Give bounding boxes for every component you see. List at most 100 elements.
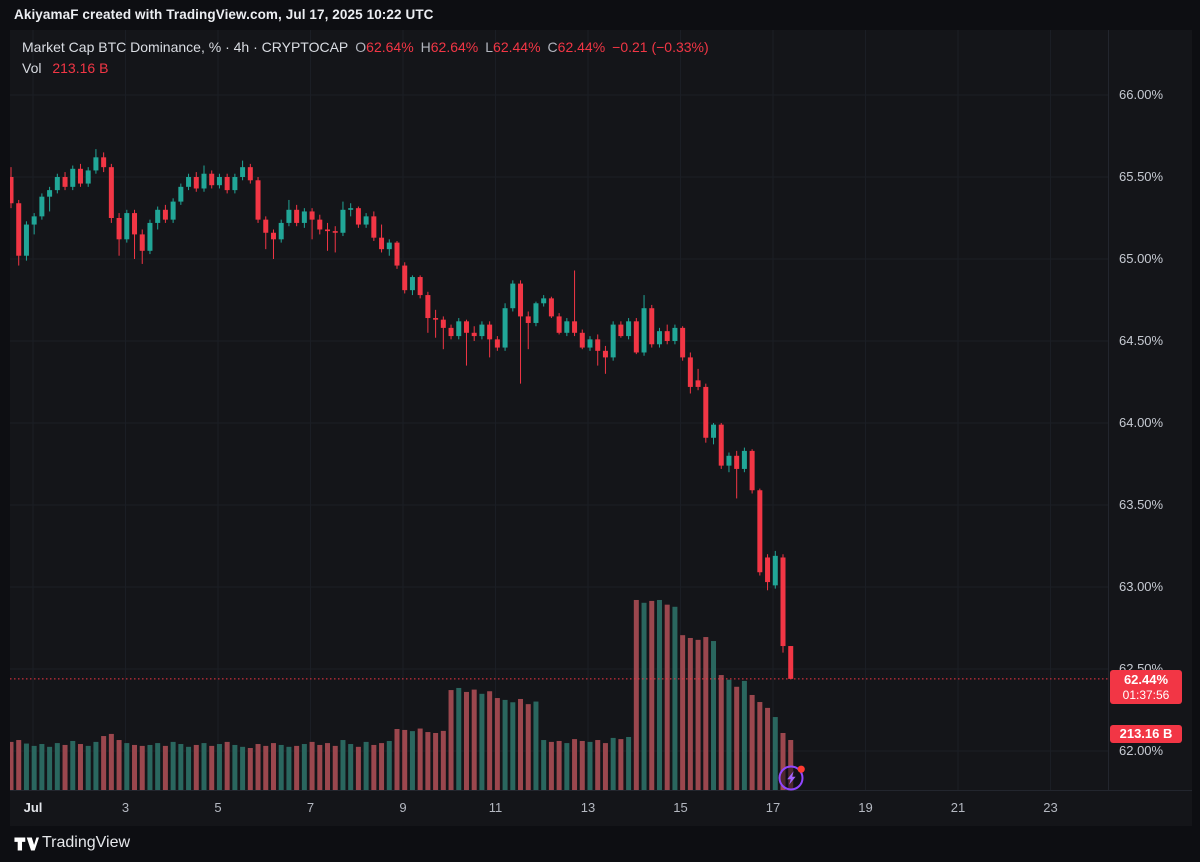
candle (186, 177, 192, 187)
candle (780, 557, 786, 647)
time-axis-label: 15 (673, 800, 688, 815)
volume-label: Vol (22, 60, 42, 76)
candle (741, 450, 747, 469)
candle (772, 555, 778, 586)
candle (147, 222, 153, 251)
candle (680, 327, 686, 358)
candle (402, 265, 408, 291)
candle (309, 211, 315, 220)
volume-bar (618, 739, 624, 790)
candle (479, 324, 485, 337)
candle (579, 332, 585, 348)
volume-bar (772, 717, 778, 790)
candle (618, 324, 624, 337)
volume-bar (456, 687, 462, 790)
price-axis[interactable]: 66.00% 65.50% 65.00% 64.50% 64.00% 63.50% 63.0… (1108, 30, 1192, 790)
volume-bar (132, 744, 138, 790)
candle (494, 339, 500, 348)
candle (749, 450, 755, 491)
candle (278, 222, 284, 240)
volume-bar (687, 637, 693, 790)
candle (286, 209, 292, 223)
candle (440, 319, 446, 328)
candle (162, 209, 168, 220)
volume-bar (626, 736, 632, 790)
volume-bar (525, 704, 531, 790)
candle (556, 316, 562, 333)
attribution-title: AkiyamaF created with TradingView.com, J… (14, 7, 434, 22)
volume-bar (533, 701, 539, 790)
volume-bar (332, 745, 338, 790)
volume-bar (54, 743, 60, 790)
tradingview-logo[interactable] (13, 836, 39, 857)
candle (247, 167, 253, 181)
candle (386, 242, 392, 250)
candle (448, 327, 454, 337)
volume-bar (209, 745, 215, 790)
candle (788, 646, 794, 679)
candle (379, 237, 385, 250)
volume-bar (325, 743, 331, 790)
price-axis-label: 66.00% (1119, 87, 1164, 102)
candle (139, 234, 145, 251)
candle (62, 177, 68, 187)
volume-bar (425, 732, 431, 790)
price-chart[interactable] (10, 30, 1108, 790)
candle (355, 208, 361, 225)
chart-widget: Market Cap BTC Dominance, % · 4h · CRYPT… (10, 30, 1192, 826)
volume-bar (494, 698, 500, 790)
brand-name: TradingView (42, 834, 131, 851)
price-axis-label: 63.00% (1119, 579, 1164, 594)
candle (456, 321, 462, 337)
candle (332, 231, 338, 233)
volume-bar (232, 744, 238, 790)
volume-bar (741, 680, 747, 790)
grid-layer (10, 30, 1108, 790)
plot-area: Market Cap BTC Dominance, % · 4h · CRYPT… (10, 30, 1108, 792)
volume-bar (47, 746, 53, 790)
volume-bar (718, 675, 724, 790)
volume-bar (440, 730, 446, 790)
last-price-value: 62.44% (1123, 671, 1169, 687)
time-axis[interactable]: Jul 3 5 7 9 11 13 15 17 19 21 23 (10, 790, 1192, 826)
candle (294, 209, 300, 223)
volume-value: 213.16 B (52, 60, 109, 76)
candle (695, 380, 701, 387)
volume-bar (178, 744, 184, 790)
volume-bar (633, 599, 639, 790)
last-price-badge: 62.44% 01:37:56 (1110, 669, 1182, 704)
volume-bar (518, 698, 524, 790)
candle (417, 277, 423, 296)
ohlc-value: 62.64% (430, 39, 479, 55)
candle (170, 201, 176, 220)
time-axis-label: 19 (858, 800, 873, 815)
time-axis-label: 13 (580, 800, 596, 815)
candle (93, 157, 99, 171)
candle (124, 213, 130, 240)
ohlc-values: O62.64% H62.64% L62.44% C62.44% (348, 39, 605, 55)
volume-bar (23, 743, 29, 790)
legend-volume-row: Vol 213.16 B (22, 60, 709, 76)
volume-badge: 213.16 B (1110, 724, 1182, 743)
volume-bar (340, 740, 346, 790)
candle (471, 332, 477, 337)
volume-bar (680, 635, 686, 790)
volume-bar (224, 741, 230, 790)
volume-bar (216, 744, 222, 790)
candle (711, 424, 717, 438)
ohlc-value: 62.44% (493, 39, 541, 55)
volume-bar (386, 740, 392, 790)
time-axis-label: 5 (214, 800, 222, 815)
candle (765, 557, 771, 583)
candle (47, 190, 53, 197)
symbol-title[interactable]: Market Cap BTC Dominance, % · 4h · CRYPT… (22, 39, 349, 55)
candle (726, 455, 732, 466)
volume-bar (602, 743, 608, 790)
candle (301, 211, 307, 223)
volume-bar (726, 679, 732, 790)
flash-reaction-button[interactable] (777, 762, 807, 792)
volume-bar (548, 741, 554, 790)
price-axis-label: 64.50% (1119, 333, 1164, 348)
candle (548, 298, 554, 317)
volume-bar (240, 746, 246, 790)
